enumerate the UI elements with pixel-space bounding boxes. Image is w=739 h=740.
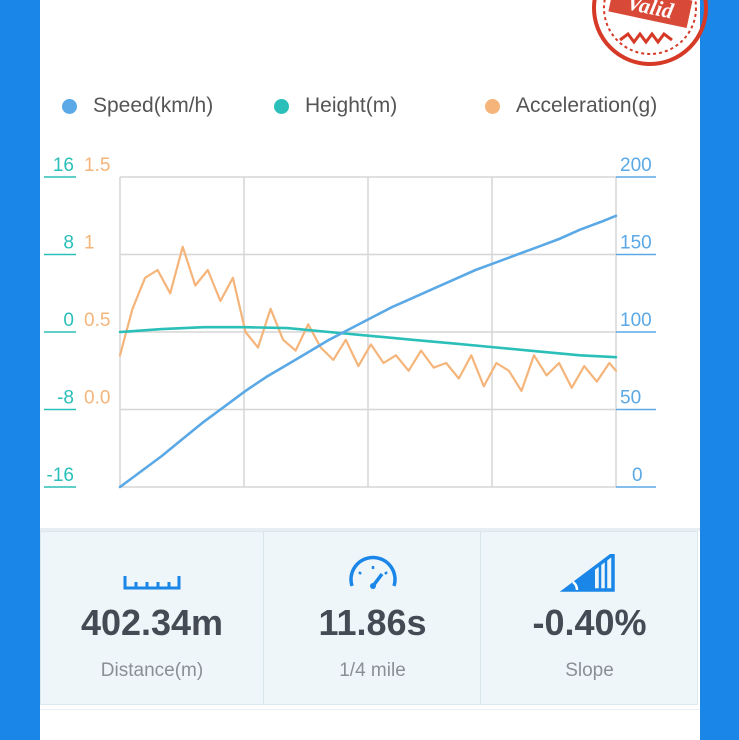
speed-tick-label: 100 (620, 310, 652, 331)
section-divider (40, 528, 700, 531)
height-series-line (118, 325, 618, 359)
accel-tick-label: 1 (84, 233, 95, 254)
height-tick-label: -8 (57, 388, 74, 409)
speed-tick-label: 150 (620, 233, 652, 254)
acceleration-series-line (118, 245, 618, 392)
legend-speed-label: Speed(km/h) (93, 94, 214, 117)
height-tick-label: 8 (63, 233, 74, 254)
time-value: 11.86s (318, 602, 427, 643)
speedometer-icon (349, 555, 397, 589)
stat-time: 11.86s 1/4 mile (263, 532, 481, 704)
legend-acceleration[interactable]: Acceleration(g) (485, 94, 657, 118)
distance-value: 402.34m (80, 602, 224, 643)
speed-tick-label: 200 (620, 155, 652, 176)
legend-height-label: Height(m) (305, 94, 398, 117)
stat-slope: -0.40% Slope (480, 532, 698, 704)
height-tick-label: 0 (63, 310, 74, 331)
time-label: 1/4 mile (339, 660, 406, 681)
height-tick-label: 16 (53, 155, 74, 176)
accel-tick-label: 1.5 (84, 155, 110, 176)
performance-chart: 16 8 0 -8 -16 1.5 1 0.5 0.0 200 150 100 50 0 (44, 155, 656, 489)
legend-acceleration-label: Acceleration(g) (516, 94, 658, 117)
ruler-icon (123, 576, 181, 590)
accel-tick-label: 0.0 (84, 388, 110, 409)
stat-distance: 402.34m Distance(m) (41, 532, 263, 704)
speed-series-line (118, 214, 618, 489)
speed-tick-label: 0 (632, 465, 643, 486)
legend-acceleration-dot (485, 98, 500, 114)
legend-speed-dot (62, 98, 77, 114)
stats-panel: 402.34m Distance(m) 11.86s 1/4 mile -0.4… (40, 531, 698, 705)
slope-icon (559, 554, 615, 592)
accel-tick-label: 0.5 (84, 310, 110, 331)
chart-legend: Speed(km/h) Height(m) Acceleration(g) (62, 94, 682, 128)
slope-label: Slope (565, 660, 614, 681)
legend-height-dot (274, 98, 289, 114)
valid-stamp: Valid (592, 0, 708, 66)
next-card (40, 709, 700, 740)
legend-speed[interactable]: Speed(km/h) (62, 94, 213, 118)
height-tick-label: -16 (47, 465, 74, 486)
distance-label: Distance(m) (100, 660, 204, 681)
legend-height[interactable]: Height(m) (274, 94, 397, 118)
speed-tick-label: 50 (620, 388, 641, 409)
slope-value: -0.40% (532, 602, 647, 643)
